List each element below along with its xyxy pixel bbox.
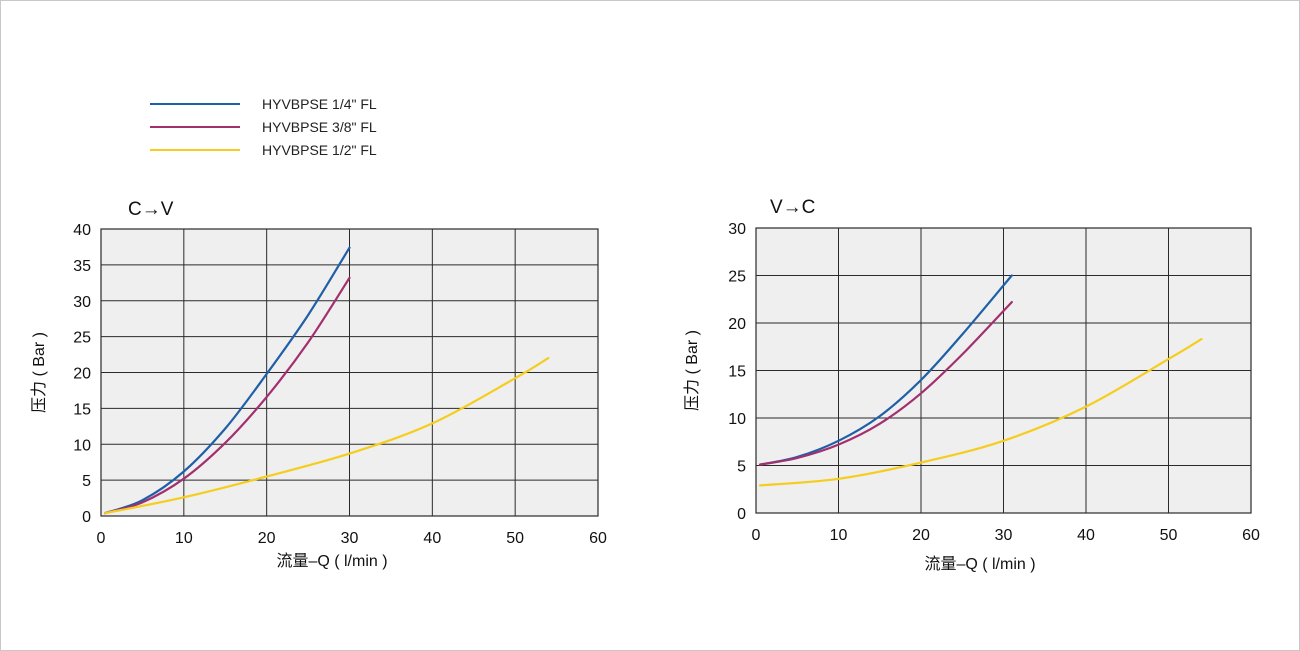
y-tick-label-15: 15 (73, 401, 91, 418)
series-line-hyvbpse-1-4-fl (104, 246, 351, 515)
x-tick-label-60: 60 (1242, 527, 1260, 544)
legend-label-hyvbpse-3-8-fl: HYVBPSE 3/8" FL (262, 119, 377, 135)
x-tick-label-50: 50 (506, 530, 524, 547)
plot-border (755, 227, 1252, 514)
series-line-hyvbpse-3-8-fl (759, 301, 1013, 466)
legend: HYVBPSE 1/4" FL HYVBPSE 3/8" FL HYVBPSE 1/… (150, 96, 377, 158)
y-tick-label-20: 20 (728, 316, 746, 333)
x-tick-label-30: 30 (341, 530, 359, 547)
x-tick-label-0: 0 (97, 530, 106, 547)
y-axis-label: 压力 ( Bar ) (30, 332, 48, 413)
x-tick-label-50: 50 (1160, 527, 1178, 544)
y-tick-label-35: 35 (73, 258, 91, 275)
series-line-hyvbpse-1-2-fl (759, 338, 1203, 487)
x-axis-label: 流量–Q ( l/min ) (924, 555, 1035, 573)
y-tick-label-25: 25 (73, 330, 91, 347)
y-tick-label-0: 0 (82, 509, 91, 526)
y-axis-label: 压力 ( Bar ) (683, 330, 701, 411)
chart-title: C→V (128, 199, 174, 220)
x-tick-label-40: 40 (1077, 527, 1095, 544)
y-tick-label-10: 10 (728, 411, 746, 428)
x-axis-label: 流量–Q ( l/min ) (276, 552, 387, 570)
x-tick-label-10: 10 (175, 530, 193, 547)
series-line-hyvbpse-1-2-fl (104, 357, 550, 515)
y-tick-label-25: 25 (728, 269, 746, 286)
y-tick-label-5: 5 (737, 459, 746, 476)
x-tick-label-60: 60 (589, 530, 607, 547)
x-tick-label-10: 10 (830, 527, 848, 544)
y-tick-label-40: 40 (73, 222, 91, 239)
x-tick-label-20: 20 (912, 527, 930, 544)
y-tick-label-0: 0 (737, 506, 746, 523)
x-tick-label-40: 40 (423, 530, 441, 547)
y-tick-label-30: 30 (73, 294, 91, 311)
y-tick-label-5: 5 (82, 473, 91, 490)
x-tick-label-0: 0 (752, 527, 761, 544)
legend-label-hyvbpse-1-4-fl: HYVBPSE 1/4" FL (262, 96, 377, 112)
chart-v-to-c: 0 10 20 30 40 50 60 0 5 10 15 20 25 30 V→C 流量–Q ( l/min… (683, 197, 1260, 573)
series-line-hyvbpse-3-8-fl (104, 276, 351, 515)
x-tick-label-30: 30 (995, 527, 1013, 544)
y-tick-label-15: 15 (728, 364, 746, 381)
y-tick-label-20: 20 (73, 366, 91, 383)
legend-label-hyvbpse-1-2-fl: HYVBPSE 1/2" FL (262, 142, 377, 158)
x-tick-label-20: 20 (258, 530, 276, 547)
chart-c-to-v: 0 10 20 30 40 50 60 0 5 10 15 20 25 30 35 40 C→V 流量–Q ( l… (30, 199, 607, 570)
y-tick-label-10: 10 (73, 437, 91, 454)
plot-border (100, 228, 599, 517)
y-tick-label-30: 30 (728, 221, 746, 238)
chart-title: V→C (770, 197, 815, 218)
